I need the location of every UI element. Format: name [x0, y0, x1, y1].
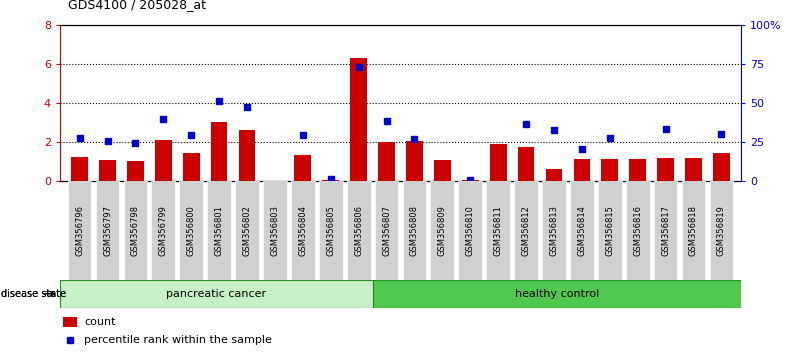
Bar — [713, 153, 730, 181]
Bar — [291, 181, 315, 280]
Text: pancreatic cancer: pancreatic cancer — [167, 289, 267, 299]
Text: GSM356809: GSM356809 — [438, 205, 447, 256]
Bar — [654, 181, 678, 280]
Text: GSM356804: GSM356804 — [298, 205, 308, 256]
Bar — [462, 179, 479, 181]
Bar — [319, 181, 343, 280]
Bar — [657, 158, 674, 181]
Bar — [434, 160, 451, 181]
Bar — [486, 181, 510, 280]
Text: disease state: disease state — [1, 289, 66, 299]
Text: GSM356803: GSM356803 — [271, 205, 280, 256]
Text: GSM356814: GSM356814 — [578, 205, 586, 256]
Bar — [71, 157, 88, 181]
Text: GSM356800: GSM356800 — [187, 205, 195, 256]
Bar — [406, 141, 423, 181]
Bar — [574, 159, 590, 181]
Text: GSM356805: GSM356805 — [326, 205, 336, 256]
Text: GSM356802: GSM356802 — [243, 205, 252, 256]
Bar — [458, 181, 482, 280]
Text: GSM356806: GSM356806 — [354, 205, 363, 256]
Bar — [630, 159, 646, 181]
Bar — [127, 161, 144, 181]
Bar — [99, 160, 116, 181]
Text: GSM356818: GSM356818 — [689, 205, 698, 256]
Bar — [151, 181, 175, 280]
Text: GSM356817: GSM356817 — [661, 205, 670, 256]
Bar — [378, 142, 395, 181]
Bar — [602, 159, 618, 181]
Text: GSM356799: GSM356799 — [159, 205, 168, 256]
Text: GSM356807: GSM356807 — [382, 205, 391, 256]
Text: GSM356815: GSM356815 — [606, 205, 614, 256]
Bar — [570, 181, 594, 280]
Bar — [63, 317, 77, 327]
Text: GSM356811: GSM356811 — [493, 205, 503, 256]
Text: count: count — [84, 317, 115, 327]
Text: GSM356796: GSM356796 — [75, 205, 84, 256]
Text: GDS4100 / 205028_at: GDS4100 / 205028_at — [68, 0, 206, 11]
Bar — [322, 179, 339, 181]
Bar — [123, 181, 147, 280]
Text: GSM356810: GSM356810 — [465, 205, 475, 256]
Bar — [685, 158, 702, 181]
Bar — [375, 181, 398, 280]
Text: GSM356813: GSM356813 — [549, 205, 558, 256]
Text: GSM356816: GSM356816 — [633, 205, 642, 256]
Bar — [235, 181, 259, 280]
Text: healthy control: healthy control — [514, 289, 599, 299]
Bar — [155, 139, 171, 181]
Bar — [514, 181, 538, 280]
Bar — [542, 181, 566, 280]
Bar — [207, 181, 231, 280]
Bar — [95, 181, 119, 280]
Bar — [239, 130, 256, 181]
Bar — [347, 181, 371, 280]
Bar — [430, 181, 454, 280]
Text: percentile rank within the sample: percentile rank within the sample — [84, 335, 272, 345]
Bar — [179, 181, 203, 280]
Text: GSM356797: GSM356797 — [103, 205, 112, 256]
Text: GSM356808: GSM356808 — [410, 205, 419, 256]
Bar — [626, 181, 650, 280]
Bar — [68, 181, 91, 280]
Bar — [372, 280, 741, 308]
Bar — [682, 181, 706, 280]
Bar — [211, 122, 227, 181]
Text: GSM356812: GSM356812 — [521, 205, 530, 256]
Bar — [598, 181, 622, 280]
Bar — [295, 155, 312, 181]
Bar — [263, 181, 287, 280]
Bar — [517, 147, 534, 181]
Bar — [350, 58, 367, 181]
Bar — [489, 143, 506, 181]
Bar — [710, 181, 733, 280]
Bar — [545, 169, 562, 181]
Bar — [183, 153, 199, 181]
Text: disease state: disease state — [2, 289, 66, 299]
Text: GSM356798: GSM356798 — [131, 205, 140, 256]
Text: GSM356819: GSM356819 — [717, 205, 726, 256]
Bar — [60, 280, 372, 308]
Text: GSM356801: GSM356801 — [215, 205, 223, 256]
Bar — [403, 181, 426, 280]
